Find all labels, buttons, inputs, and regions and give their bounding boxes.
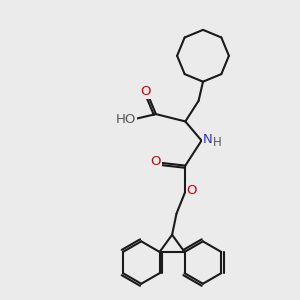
- Text: O: O: [187, 184, 197, 196]
- Text: O: O: [151, 155, 161, 168]
- Text: HO: HO: [116, 113, 136, 127]
- Text: N: N: [203, 133, 213, 146]
- Text: O: O: [140, 85, 151, 98]
- Text: H: H: [213, 136, 222, 148]
